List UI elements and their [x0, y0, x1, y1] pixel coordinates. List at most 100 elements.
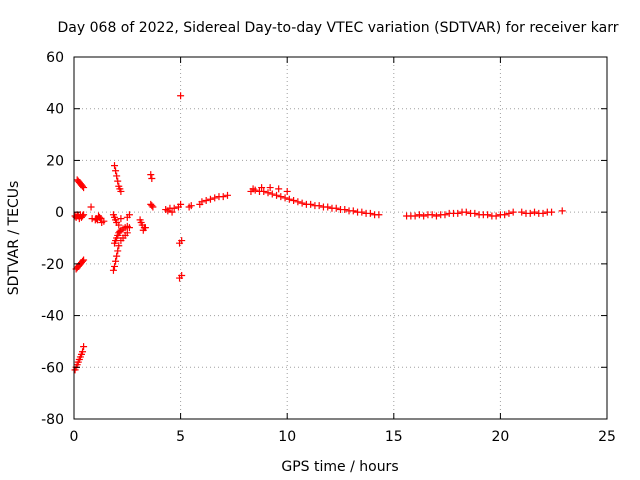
data-point — [113, 252, 121, 260]
data-point — [266, 184, 274, 192]
data-point — [117, 215, 125, 223]
data-point — [115, 221, 123, 229]
data-point — [219, 193, 227, 201]
data-point — [264, 189, 272, 197]
x-axis-label: GPS time / hours — [281, 459, 398, 475]
data-point — [178, 237, 186, 245]
data-point — [112, 167, 120, 175]
data-point — [501, 211, 509, 219]
data-point — [366, 209, 374, 217]
data-point — [518, 208, 526, 216]
data-point — [283, 187, 291, 195]
data-point — [492, 212, 500, 220]
data-point — [432, 212, 440, 220]
data-point — [112, 257, 120, 265]
data-point — [454, 209, 462, 217]
data-point — [411, 212, 419, 220]
data-point — [415, 211, 423, 219]
data-point — [526, 209, 534, 217]
data-point — [260, 187, 268, 195]
data-point — [114, 177, 122, 185]
data-point — [113, 172, 121, 180]
data-point — [420, 212, 428, 220]
data-point — [117, 187, 125, 195]
data-point — [298, 199, 306, 207]
data-point — [148, 175, 156, 183]
data-point — [149, 203, 157, 211]
x-tick-label: 5 — [176, 429, 185, 445]
x-tick-label: 0 — [70, 429, 79, 445]
data-point — [509, 208, 517, 216]
y-tick-labels: -80 -60 -40 -20 0 20 40 60 — [41, 50, 64, 428]
data-point — [315, 202, 323, 210]
data-point — [187, 202, 195, 210]
data-point — [307, 200, 315, 208]
data-point — [168, 208, 176, 216]
x-tick-labels: 0 5 10 15 20 25 — [70, 429, 616, 445]
data-point — [324, 203, 332, 211]
data-point — [79, 182, 87, 190]
data-point — [341, 206, 349, 214]
data-point — [548, 208, 556, 216]
y-tick-label: 40 — [46, 102, 64, 118]
data-point — [531, 208, 539, 216]
data-point — [147, 171, 155, 179]
x-tick-label: 25 — [598, 429, 616, 445]
data-point — [202, 197, 210, 205]
y-tick-label: -20 — [41, 257, 64, 273]
data-point — [332, 204, 340, 212]
chart-title: Day 068 of 2022, Sidereal Day-to-day VTE… — [58, 20, 619, 36]
data-point — [285, 195, 293, 203]
data-point — [358, 208, 366, 216]
data-point — [294, 198, 302, 206]
data-point — [249, 185, 257, 193]
data-point — [471, 209, 479, 217]
data-point — [505, 209, 513, 217]
data-point — [111, 262, 119, 270]
data-point — [462, 208, 470, 216]
data-point — [170, 204, 178, 212]
data-point — [91, 216, 99, 224]
data-point — [178, 271, 186, 279]
data-point — [114, 247, 122, 255]
data-point — [275, 185, 283, 193]
data-point — [125, 224, 133, 232]
data-point — [177, 92, 185, 100]
data-point — [290, 197, 298, 205]
data-point — [92, 215, 100, 223]
data-point — [109, 266, 117, 274]
data-point — [539, 209, 547, 217]
data-point — [224, 191, 232, 199]
axis-ticks — [73, 56, 608, 420]
data-point — [349, 207, 357, 215]
data-point — [79, 212, 87, 220]
y-tick-label: -80 — [41, 412, 64, 428]
data-point — [484, 211, 492, 219]
data-points — [71, 92, 566, 374]
data-point — [177, 200, 185, 208]
y-tick-label: 0 — [55, 205, 64, 221]
data-point — [79, 257, 87, 265]
y-tick-label: -40 — [41, 309, 64, 325]
data-point — [211, 194, 219, 202]
data-point — [87, 203, 95, 211]
data-point — [268, 190, 276, 198]
data-point — [123, 229, 131, 237]
data-point — [96, 213, 104, 221]
data-point — [258, 184, 266, 192]
data-point — [80, 184, 88, 192]
data-point — [206, 195, 214, 203]
data-point — [441, 211, 449, 219]
data-point — [277, 193, 285, 201]
data-point — [111, 162, 119, 170]
data-point — [428, 211, 436, 219]
data-point — [137, 218, 145, 226]
data-point — [79, 348, 87, 356]
data-point — [375, 211, 383, 219]
y-tick-label: -60 — [41, 360, 64, 376]
x-tick-label: 15 — [385, 429, 403, 445]
data-point — [273, 191, 281, 199]
x-tick-label: 10 — [278, 429, 296, 445]
grid — [74, 57, 607, 419]
